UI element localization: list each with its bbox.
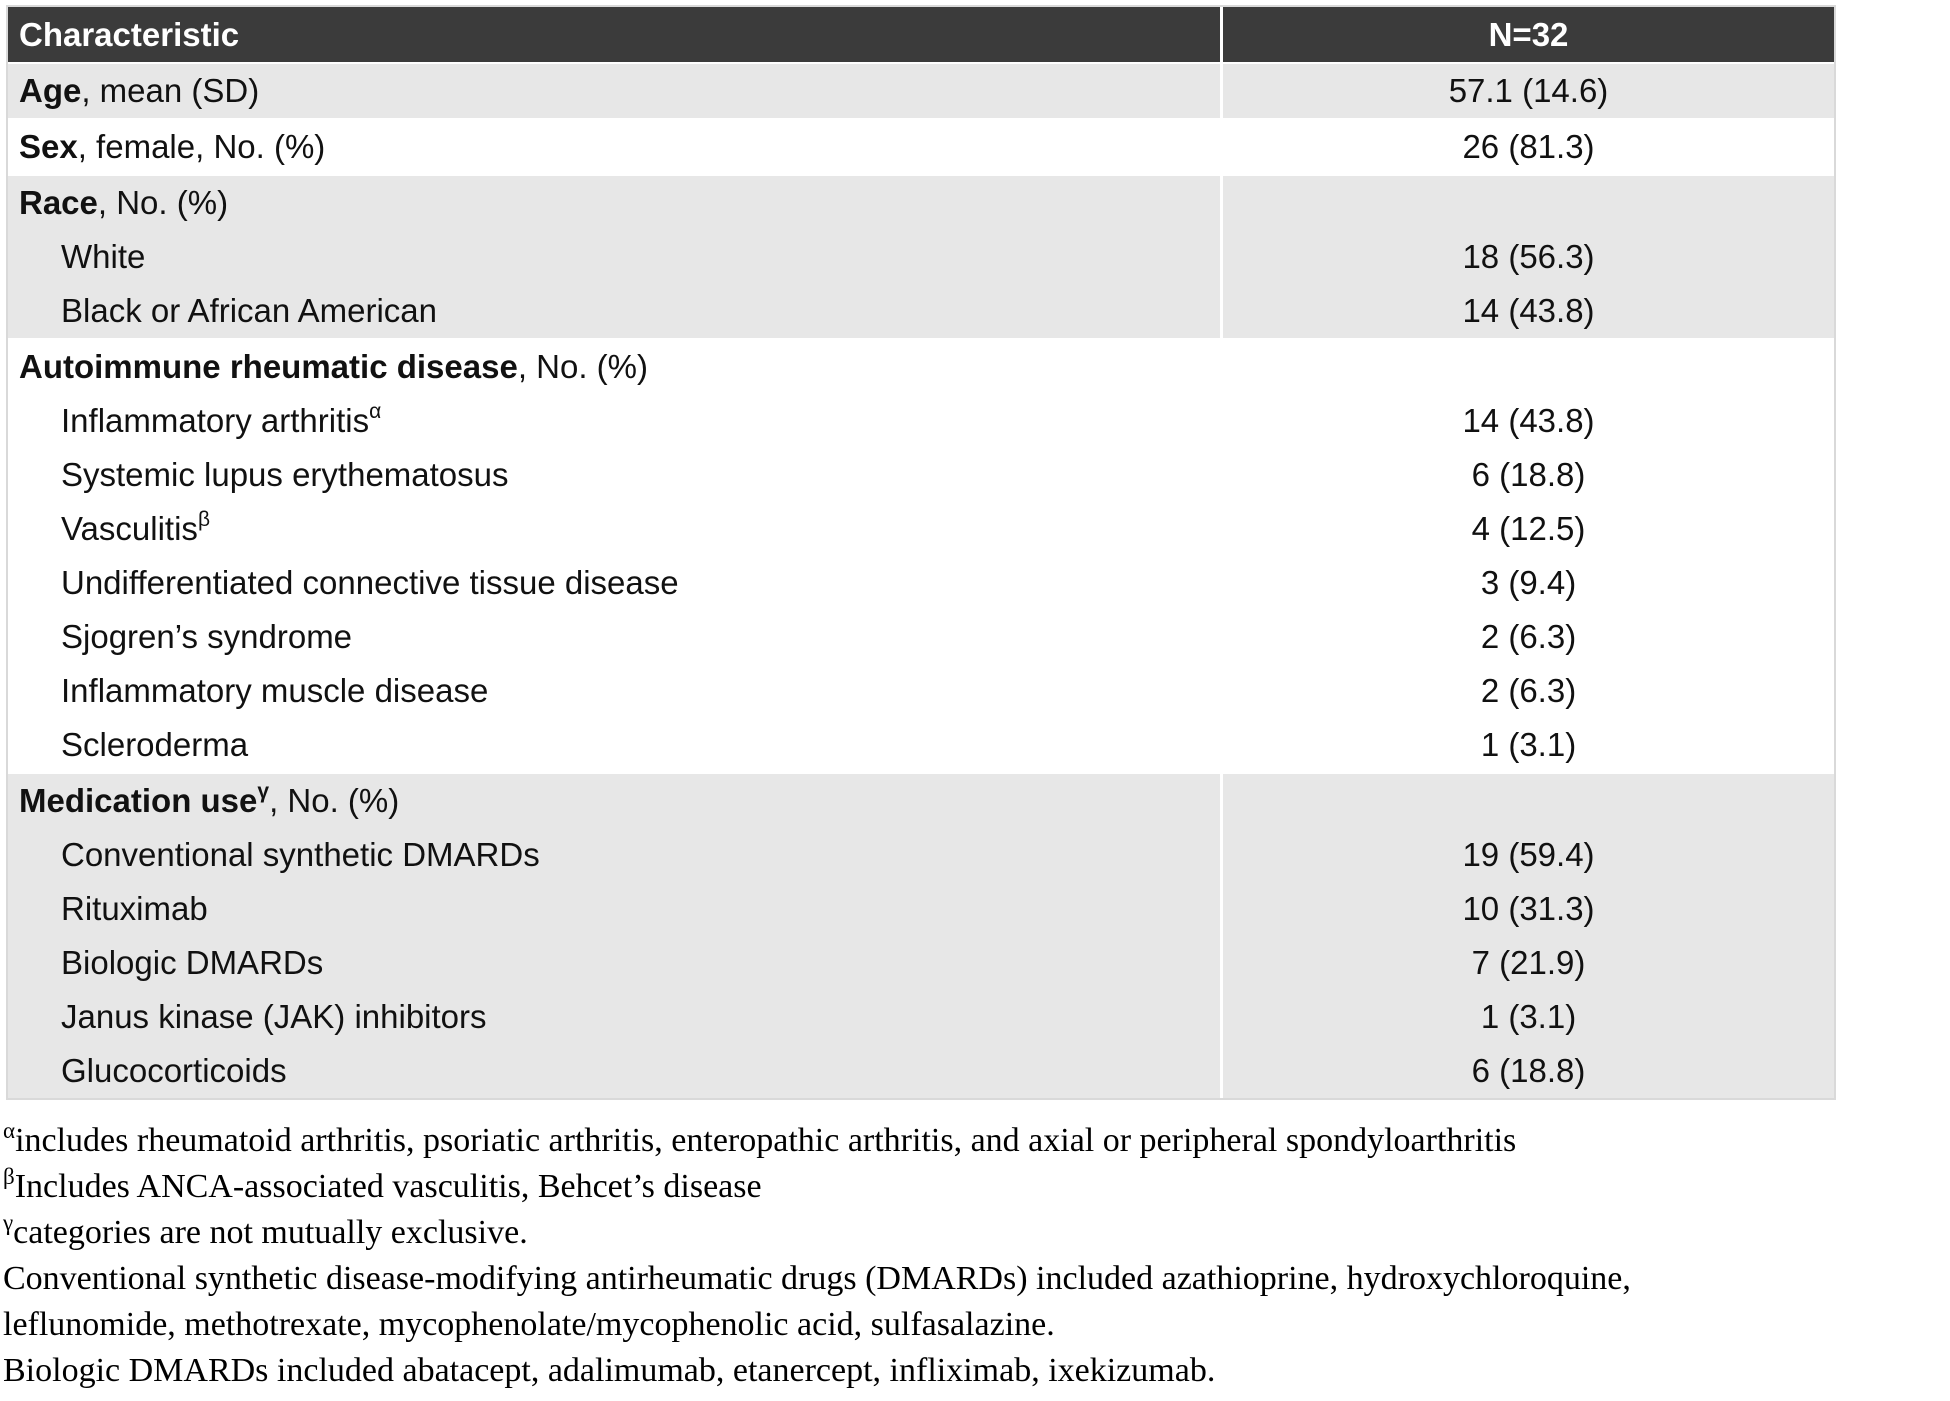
section-autoimmune-value-cell: 14 (43.8) 6 (18.8) 4 (12.5) 3 (9.4) 2 (6… [1220, 340, 1834, 772]
section-race-label-cell: Race, No. (%) White Black or African Ame… [8, 176, 1220, 338]
section-autoimmune-header: Autoimmune rheumatic disease, No. (%) [19, 340, 1220, 394]
footnote-marker-alpha: α [369, 400, 382, 423]
footnote-csdmards-line2-text: leflunomide, methotrexate, mycophenolate… [3, 1306, 1055, 1343]
section-autoimmune: Autoimmune rheumatic disease, No. (%) In… [8, 338, 1834, 772]
footnote-gamma-text: categories are not mutually exclusive. [13, 1214, 528, 1251]
medication-item-rituximab-label: Rituximab [61, 890, 208, 927]
footnote-csdmards-line1-text: Conventional synthetic disease-modifying… [3, 1260, 1631, 1297]
row-age-label-cell: Age, mean (SD) [8, 64, 1220, 118]
row-age-label-rest: , mean (SD) [81, 72, 260, 109]
race-item-white-label: White [61, 238, 146, 275]
medication-item-rituximab-value: 10 (31.3) [1462, 890, 1595, 927]
section-race-header: Race, No. (%) [19, 176, 1220, 230]
medication-item-bdmards-value: 7 (21.9) [1471, 944, 1586, 981]
footnote-marker-gamma: γ [257, 780, 270, 803]
section-race-header-bold: Race [19, 184, 98, 221]
section-race-value-cell: 18 (56.3) 14 (43.8) [1220, 176, 1834, 338]
section-autoimmune-header-rest: , No. (%) [517, 348, 648, 385]
col-header-characteristic: Characteristic [8, 7, 1220, 62]
col-header-n32: N=32 [1220, 7, 1834, 62]
row-sex-label-bold: Sex [19, 128, 78, 165]
col-header-characteristic-label: Characteristic [19, 16, 240, 53]
autoimmune-item-uctd-value: 3 (9.4) [1480, 564, 1577, 601]
medication-item-glucocorticoids-value: 6 (18.8) [1471, 1052, 1586, 1089]
characteristics-table: Characteristic N=32 Age, mean (SD) 57.1 … [6, 5, 1836, 1100]
medication-header-value-blank [1223, 774, 1834, 828]
row-sex-label-rest: , female, No. (%) [77, 128, 326, 165]
footnote-marker-beta: β [197, 508, 211, 531]
row-sex: Sex, female, No. (%) 26 (81.3) [8, 118, 1834, 174]
autoimmune-header-value-blank [1223, 340, 1834, 394]
footnote-alpha-text: includes rheumatoid arthritis, psoriatic… [15, 1122, 1517, 1159]
row-sex-value: 26 (81.3) [1462, 128, 1595, 165]
medication-item-csdmards-label: Conventional synthetic DMARDs [61, 836, 540, 873]
row-sex-label: Sex, female, No. (%) [19, 120, 1220, 174]
medication-item-jak-label: Janus kinase (JAK) inhibitors [61, 998, 487, 1035]
row-age-value-cell: 57.1 (14.6) [1220, 64, 1834, 118]
footnote-gamma-sup: γ [3, 1210, 14, 1235]
section-autoimmune-header-bold: Autoimmune rheumatic disease [19, 348, 518, 385]
col-header-n32-label: N=32 [1488, 16, 1569, 53]
footnote-bdmards-text: Biologic DMARDs included abatacept, adal… [3, 1352, 1216, 1389]
autoimmune-item-scleroderma-label: Scleroderma [61, 726, 249, 763]
autoimmune-item-arthritis-text: Inflammatory arthritis [61, 402, 370, 439]
footnotes-block: αincludes rheumatoid arthritis, psoriati… [3, 1118, 1949, 1394]
autoimmune-item-muscle-value: 2 (6.3) [1480, 672, 1577, 709]
medication-item-jak-value: 1 (3.1) [1480, 998, 1577, 1035]
footnote-alpha: αincludes rheumatoid arthritis, psoriati… [3, 1118, 1949, 1164]
autoimmune-item-vasculitis-text: Vasculitis [61, 510, 198, 547]
autoimmune-item-vasculitis-label: Vasculitisβ [19, 502, 1220, 556]
medication-item-bdmards-label: Biologic DMARDs [61, 944, 324, 981]
medication-item-glucocorticoids-label: Glucocorticoids [61, 1052, 287, 1089]
autoimmune-item-lupus-label: Systemic lupus erythematosus [61, 456, 509, 493]
table-header-row: Characteristic N=32 [8, 7, 1834, 62]
autoimmune-item-sjogrens-label: Sjogren’s syndrome [61, 618, 353, 655]
row-age-value: 57.1 (14.6) [1448, 72, 1609, 109]
row-age-label: Age, mean (SD) [19, 64, 1220, 118]
autoimmune-item-arthritis-label: Inflammatory arthritisα [19, 394, 1220, 448]
race-item-black-label: Black or African American [61, 292, 437, 329]
section-medication-value-cell: 19 (59.4) 10 (31.3) 7 (21.9) 1 (3.1) 6 (… [1220, 774, 1834, 1098]
section-medication-header: Medication useγ, No. (%) [19, 774, 1220, 828]
section-medication-label-cell: Medication useγ, No. (%) Conventional sy… [8, 774, 1220, 1098]
section-medication-header-bold: Medication use [19, 782, 258, 819]
section-medication: Medication useγ, No. (%) Conventional sy… [8, 772, 1834, 1098]
footnote-csdmards-line1: Conventional synthetic disease-modifying… [3, 1256, 1949, 1302]
autoimmune-item-muscle-label: Inflammatory muscle disease [61, 672, 489, 709]
race-header-value-blank [1223, 176, 1834, 230]
section-race-header-rest: , No. (%) [97, 184, 229, 221]
footnote-csdmards-line2: leflunomide, methotrexate, mycophenolate… [3, 1302, 1949, 1348]
section-autoimmune-label-cell: Autoimmune rheumatic disease, No. (%) In… [8, 340, 1220, 772]
row-age: Age, mean (SD) 57.1 (14.6) [8, 62, 1834, 118]
section-race: Race, No. (%) White Black or African Ame… [8, 174, 1834, 338]
autoimmune-item-sjogrens-value: 2 (6.3) [1480, 618, 1577, 655]
row-sex-label-cell: Sex, female, No. (%) [8, 120, 1220, 174]
autoimmune-item-scleroderma-value: 1 (3.1) [1480, 726, 1577, 763]
race-item-white-value: 18 (56.3) [1462, 238, 1595, 275]
autoimmune-item-lupus-value: 6 (18.8) [1471, 456, 1586, 493]
footnote-bdmards: Biologic DMARDs included abatacept, adal… [3, 1348, 1949, 1394]
medication-item-csdmards-value: 19 (59.4) [1462, 836, 1595, 873]
autoimmune-item-vasculitis-value: 4 (12.5) [1471, 510, 1586, 547]
autoimmune-item-uctd-label: Undifferentiated connective tissue disea… [61, 564, 679, 601]
section-medication-header-rest: , No. (%) [269, 782, 400, 819]
race-item-black-value: 14 (43.8) [1462, 292, 1595, 329]
footnote-alpha-sup: α [3, 1118, 16, 1143]
footnote-gamma: γcategories are not mutually exclusive. [3, 1210, 1949, 1256]
footnote-beta-sup: β [3, 1164, 15, 1189]
row-sex-value-cell: 26 (81.3) [1220, 120, 1834, 174]
row-age-label-bold: Age [19, 72, 82, 109]
footnote-beta-text: Includes ANCA-associated vasculitis, Beh… [14, 1168, 762, 1205]
footnote-beta: βIncludes ANCA-associated vasculitis, Be… [3, 1164, 1949, 1210]
autoimmune-item-arthritis-value: 14 (43.8) [1462, 402, 1595, 439]
